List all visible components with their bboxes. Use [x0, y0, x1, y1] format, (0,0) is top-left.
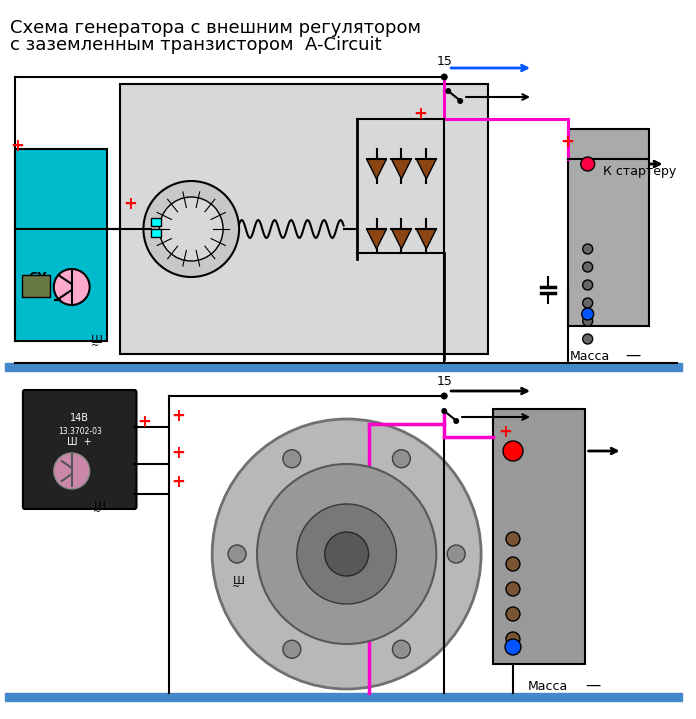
Circle shape — [583, 316, 593, 326]
Bar — [152, 218, 161, 226]
Text: СУ: СУ — [29, 271, 47, 284]
Bar — [493, 409, 585, 664]
Circle shape — [441, 408, 448, 414]
Circle shape — [453, 418, 459, 424]
Text: Схема генератора с внешним регулятором: Схема генератора с внешним регулятором — [10, 19, 421, 37]
Text: Масса: Масса — [570, 350, 610, 363]
Circle shape — [212, 419, 481, 689]
Text: Ш: Ш — [233, 576, 245, 586]
Text: 13.3702-03: 13.3702-03 — [58, 427, 102, 436]
Circle shape — [580, 157, 594, 171]
Bar — [568, 129, 649, 326]
Circle shape — [506, 632, 520, 646]
Circle shape — [506, 582, 520, 596]
Circle shape — [506, 607, 520, 621]
Circle shape — [583, 298, 593, 308]
Circle shape — [583, 262, 593, 272]
Text: Ш: Ш — [90, 335, 102, 345]
Text: +: + — [123, 195, 137, 213]
Text: с заземленным транзистором  A-Circuit: с заземленным транзистором A-Circuit — [10, 36, 381, 54]
Text: —: — — [586, 678, 601, 693]
Circle shape — [583, 244, 593, 254]
Circle shape — [228, 545, 246, 563]
Text: Ш  +: Ш + — [68, 437, 92, 447]
Circle shape — [505, 639, 521, 655]
Circle shape — [503, 441, 523, 461]
Bar — [15, 149, 106, 341]
Circle shape — [54, 453, 90, 489]
Circle shape — [325, 532, 369, 576]
Circle shape — [583, 334, 593, 344]
Text: +: + — [137, 413, 151, 431]
Bar — [5, 363, 682, 371]
FancyBboxPatch shape — [23, 390, 136, 509]
Polygon shape — [416, 159, 436, 179]
Text: ~: ~ — [90, 341, 99, 351]
Circle shape — [159, 197, 223, 261]
Text: +: + — [171, 407, 185, 425]
Text: +: + — [413, 105, 427, 123]
Text: ~: ~ — [232, 582, 240, 592]
Circle shape — [506, 532, 520, 546]
Circle shape — [583, 280, 593, 290]
Text: 14В: 14В — [70, 413, 89, 423]
Circle shape — [296, 504, 397, 604]
Polygon shape — [416, 229, 436, 249]
Circle shape — [283, 640, 301, 659]
Text: +: + — [171, 473, 185, 491]
Circle shape — [441, 393, 448, 400]
Circle shape — [393, 450, 411, 468]
Circle shape — [54, 269, 90, 305]
Circle shape — [457, 98, 463, 104]
Polygon shape — [367, 229, 386, 249]
Circle shape — [257, 464, 436, 644]
Text: ~: ~ — [93, 507, 101, 517]
Text: Масса: Масса — [528, 680, 568, 693]
Circle shape — [393, 640, 411, 659]
Circle shape — [506, 557, 520, 571]
Bar — [152, 229, 161, 237]
Polygon shape — [367, 159, 386, 179]
Circle shape — [445, 88, 451, 94]
Text: —: — — [626, 348, 641, 363]
Bar — [120, 84, 488, 354]
Text: Ш: Ш — [94, 501, 106, 511]
Text: +: + — [10, 137, 24, 155]
Text: К стартеру: К стартеру — [603, 165, 676, 178]
Circle shape — [143, 181, 239, 277]
Circle shape — [582, 308, 594, 320]
Text: 15: 15 — [436, 375, 452, 388]
Text: +: + — [171, 444, 185, 462]
Polygon shape — [391, 229, 411, 249]
Bar — [22, 275, 50, 297]
Circle shape — [441, 73, 448, 81]
Circle shape — [283, 450, 301, 468]
Polygon shape — [391, 159, 411, 179]
Text: +: + — [560, 133, 574, 151]
Text: 15: 15 — [436, 55, 452, 68]
Bar — [5, 693, 682, 701]
Circle shape — [448, 545, 465, 563]
Text: +: + — [498, 423, 512, 441]
